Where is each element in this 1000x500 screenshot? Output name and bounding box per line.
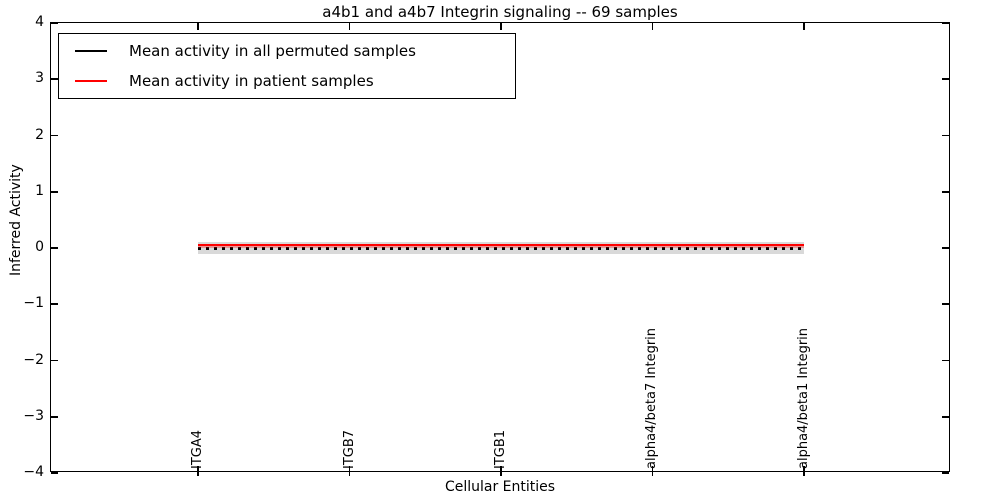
y-tick-mark-left — [51, 134, 58, 137]
x-tick-mark-bottom — [803, 466, 805, 476]
y-tick-mark-right — [942, 472, 949, 474]
y-tick-label: 0 — [35, 239, 44, 255]
y-tick-mark-left — [51, 359, 58, 362]
y-tick-mark-left — [51, 415, 58, 418]
x-tick-label: ITGA4 — [189, 429, 205, 469]
y-tick-mark-right — [942, 22, 949, 24]
x-tick-label: alpha4/beta1 Integrin — [796, 327, 812, 469]
y-tick-mark-right — [942, 247, 949, 249]
x-tick-mark-bottom — [500, 466, 502, 476]
legend: Mean activity in all permuted samples Me… — [58, 33, 516, 99]
y-tick-label: 2 — [35, 126, 44, 143]
x-tick-mark-bottom — [348, 466, 351, 476]
x-tick-label: ITGB1 — [493, 429, 508, 469]
chart-title: a4b1 and a4b7 Integrin signaling -- 69 s… — [322, 3, 678, 21]
y-tick-label: −3 — [23, 407, 44, 424]
patient-mean-line — [197, 244, 805, 247]
y-tick-label: 4 — [35, 14, 44, 30]
patient-line-swatch — [75, 80, 107, 82]
legend-label-patient: Mean activity in patient samples — [129, 72, 374, 90]
legend-item-patient: Mean activity in patient samples — [75, 69, 515, 93]
y-tick-mark-right — [942, 415, 949, 418]
x-tick-mark-top — [803, 23, 805, 30]
y-tick-mark-right — [942, 78, 949, 81]
y-tick-mark-right — [942, 303, 949, 306]
y-tick-label: −2 — [23, 351, 44, 368]
y-tick-mark-left — [51, 78, 58, 81]
legend-label-permuted: Mean activity in all permuted samples — [129, 42, 416, 60]
y-tick-mark-right — [942, 190, 949, 193]
x-tick-mark-bottom — [651, 466, 654, 476]
y-tick-label: −1 — [23, 295, 44, 312]
x-tick-mark-top — [197, 23, 199, 30]
x-tick-mark-top — [651, 23, 654, 30]
y-tick-mark-left — [51, 190, 58, 193]
y-tick-label: 1 — [35, 182, 44, 199]
x-tick-mark-top — [500, 23, 502, 30]
permuted-mean-line — [197, 246, 805, 250]
x-tick-mark-top — [348, 23, 351, 30]
x-tick-label: ITGB7 — [341, 429, 357, 469]
x-axis-label: Cellular Entities — [444, 479, 556, 495]
y-tick-mark-right — [942, 134, 949, 137]
x-tick-label: alpha4/beta7 Integrin — [644, 327, 660, 469]
y-tick-label: −4 — [23, 464, 44, 480]
y-tick-mark-left — [51, 303, 58, 306]
y-tick-mark-left — [51, 22, 58, 24]
x-tick-mark-bottom — [197, 466, 199, 476]
y-tick-mark-left — [51, 472, 58, 474]
legend-item-permuted: Mean activity in all permuted samples — [75, 39, 515, 63]
y-tick-mark-left — [51, 247, 58, 249]
permuted-line-swatch — [75, 50, 107, 52]
y-tick-mark-right — [942, 359, 949, 362]
y-tick-label: 3 — [35, 70, 44, 87]
